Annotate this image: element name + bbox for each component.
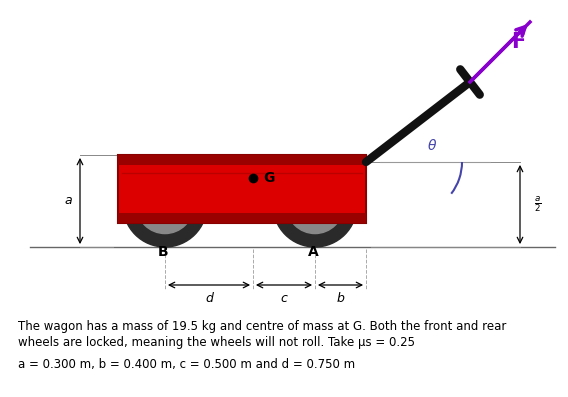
Bar — [118, 213, 366, 223]
Text: wheels are locked, meaning the wheels will not roll. Take μs = 0.25: wheels are locked, meaning the wheels wi… — [18, 336, 415, 349]
Text: d: d — [205, 293, 213, 306]
Text: The wagon has a mass of 19.5 kg and centre of mass at G. Both the front and rear: The wagon has a mass of 19.5 kg and cent… — [18, 320, 507, 333]
Circle shape — [286, 176, 344, 233]
Text: a = 0.300 m, b = 0.400 m, c = 0.500 m and d = 0.750 m: a = 0.300 m, b = 0.400 m, c = 0.500 m an… — [18, 358, 355, 371]
Text: A: A — [308, 245, 319, 259]
Circle shape — [273, 163, 357, 247]
Circle shape — [149, 189, 181, 221]
Text: F: F — [511, 32, 525, 52]
Bar — [118, 155, 366, 165]
Text: c: c — [281, 293, 287, 306]
Circle shape — [123, 163, 207, 247]
Circle shape — [136, 176, 194, 233]
Text: a: a — [64, 195, 72, 208]
Bar — [118, 155, 366, 223]
Circle shape — [299, 189, 331, 221]
Text: B: B — [158, 245, 168, 259]
Text: $\theta$: $\theta$ — [427, 137, 437, 152]
Text: $\frac{a}{2}$: $\frac{a}{2}$ — [534, 195, 542, 214]
Text: G: G — [263, 171, 274, 185]
Circle shape — [161, 201, 169, 209]
Text: b: b — [337, 293, 344, 306]
Circle shape — [311, 201, 319, 209]
